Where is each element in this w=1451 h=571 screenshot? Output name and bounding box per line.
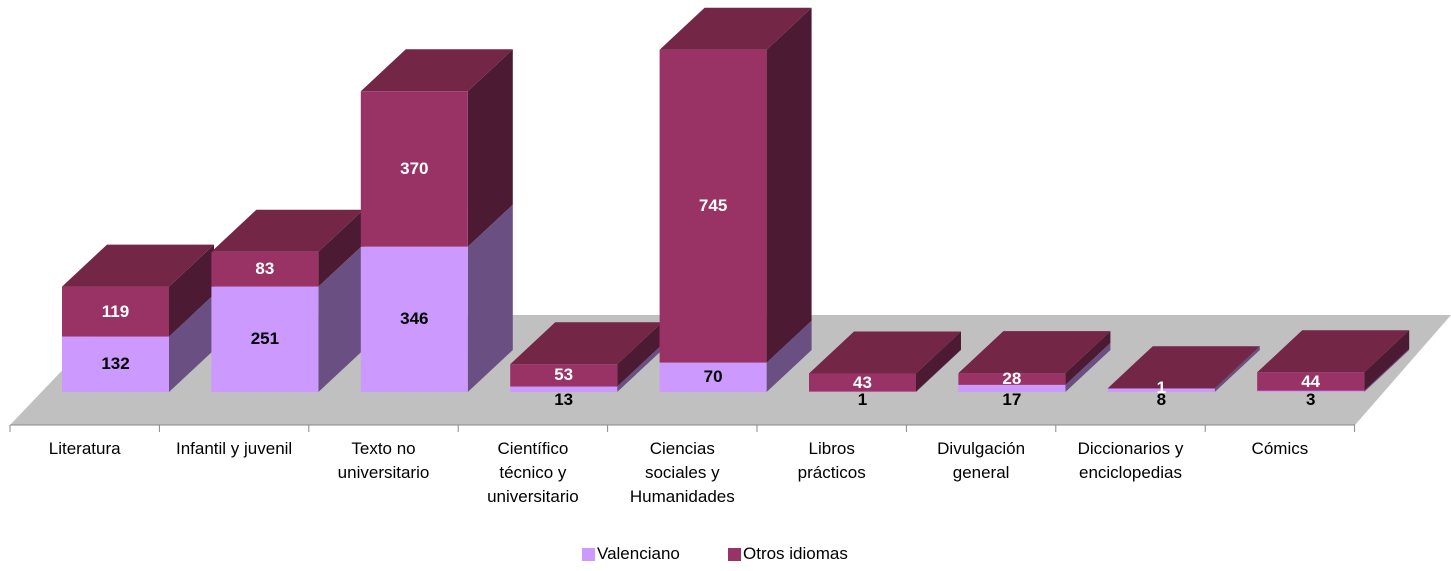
bar-top [62,244,214,287]
bar [211,286,319,392]
value-label: 132 [101,354,130,374]
value-label: 1 [857,390,868,409]
value-label: 53 [554,365,574,385]
bar [1107,388,1215,392]
bar [809,373,916,392]
x-tick-label: Científico técnico y universitario [487,439,579,506]
bar [211,251,319,287]
legend-swatch [582,548,595,561]
bar [360,91,468,247]
value-label: 17 [1002,390,1022,409]
legend-label: Valenciano [597,544,680,563]
bar [659,49,767,363]
bar-side [766,320,812,392]
bar-top [1107,346,1260,389]
bar-top [1257,330,1410,373]
bar [659,362,767,392]
x-tick-label: Infantil y juvenil [175,439,293,458]
bar [958,373,1066,385]
bar-side [617,322,663,387]
x-tick-label: Divulgación general [937,439,1026,482]
bar-side [766,7,812,363]
bar-side [1214,346,1260,389]
bar [1257,372,1365,391]
value-label: 43 [853,372,872,392]
bar-side [318,209,364,287]
bar-side [318,244,364,392]
x-tick-label: Libros prácticos [797,439,866,482]
value-label: 1 [1156,378,1167,398]
bar-top [809,331,961,374]
x-tick-label: Literatura [48,439,121,458]
bar-side [467,204,513,392]
bar-top [211,209,364,252]
value-label: 83 [255,259,275,279]
value-label: 8 [1156,390,1167,409]
bar-top [659,7,812,50]
x-tick-label: Texto no universitario [337,439,430,482]
value-label: 70 [703,367,723,387]
value-label: 119 [101,301,130,321]
bar [510,386,618,392]
value-label: 13 [554,390,574,409]
bar-top [958,331,1111,374]
bar-top [360,49,513,92]
bar-side [169,244,214,337]
value-label: 3 [1305,390,1316,409]
bar-side [1214,346,1260,392]
bar [62,336,169,392]
value-label: 28 [1002,368,1022,388]
bar-side [169,294,214,392]
bar [510,364,618,387]
bar-top [510,322,663,365]
bar [958,384,1066,392]
x-tick-label: Cómics [1251,439,1309,458]
bar-side [467,49,513,247]
value-label: 745 [698,196,728,216]
legend-label: Otros idiomas [743,544,848,563]
bar [1257,390,1365,392]
bar-side [1364,348,1410,392]
value-label: 44 [1301,371,1321,391]
bar [360,246,468,392]
x-tick-label: Diccionarios y enciclopedias [1077,439,1184,482]
value-label: 251 [250,329,280,349]
bar-side [916,331,961,392]
value-label: 370 [400,158,429,178]
legend-swatch [728,548,741,561]
bar-side [916,349,961,392]
bar-side [1065,331,1111,385]
value-label: 346 [400,309,429,329]
x-tick-label: Ciencias sociales y Humanidades [629,439,735,506]
bar [62,286,169,337]
bar-side [1364,330,1410,391]
bar-side [617,344,663,392]
bar-side [1065,342,1111,392]
